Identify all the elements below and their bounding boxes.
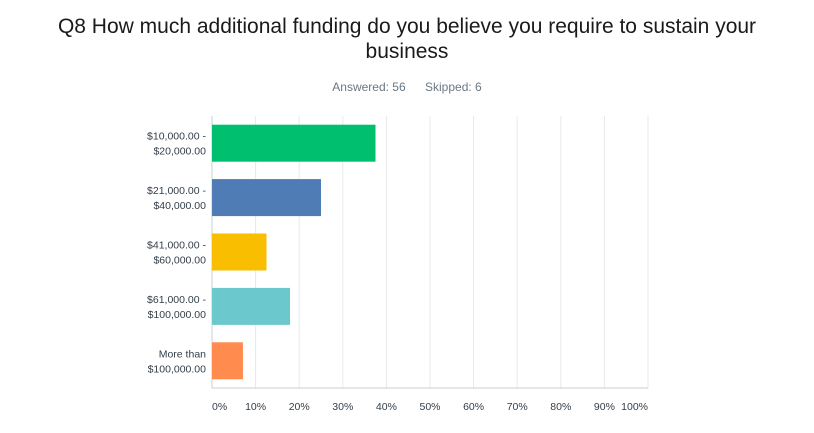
x-tick-label: 90% bbox=[594, 401, 615, 413]
category-label: $61,000.00 -$100,000.00 bbox=[147, 294, 206, 321]
skipped-count: Skipped: 6 bbox=[425, 80, 482, 94]
category-label: More than $100,000.00 bbox=[148, 348, 207, 375]
x-tick-label: 50% bbox=[419, 401, 440, 413]
x-tick-label: 70% bbox=[507, 401, 528, 413]
x-tick-label: 100% bbox=[621, 401, 648, 413]
bar bbox=[212, 179, 321, 217]
x-tick-label: 20% bbox=[289, 401, 310, 413]
bar bbox=[212, 124, 376, 162]
chart-title: Q8 How much additional funding do you be… bbox=[57, 15, 757, 63]
response-stats: Answered: 56 Skipped: 6 bbox=[0, 80, 814, 94]
bar bbox=[212, 342, 243, 380]
category-label: $21,000.00 -$40,000.00 bbox=[147, 185, 206, 212]
answered-count: Answered: 56 bbox=[332, 80, 406, 94]
bar bbox=[212, 233, 267, 271]
x-tick-label: 10% bbox=[245, 401, 266, 413]
category-label: $41,000.00 -$60,000.00 bbox=[147, 240, 206, 267]
x-tick-label: 60% bbox=[463, 401, 484, 413]
x-tick-label: 40% bbox=[376, 401, 397, 413]
bar bbox=[212, 287, 291, 325]
x-tick-label: 0% bbox=[212, 401, 227, 413]
category-label: $10,000.00 -$20,000.00 bbox=[147, 131, 206, 158]
x-tick-label: 80% bbox=[550, 401, 571, 413]
x-tick-label: 30% bbox=[332, 401, 353, 413]
